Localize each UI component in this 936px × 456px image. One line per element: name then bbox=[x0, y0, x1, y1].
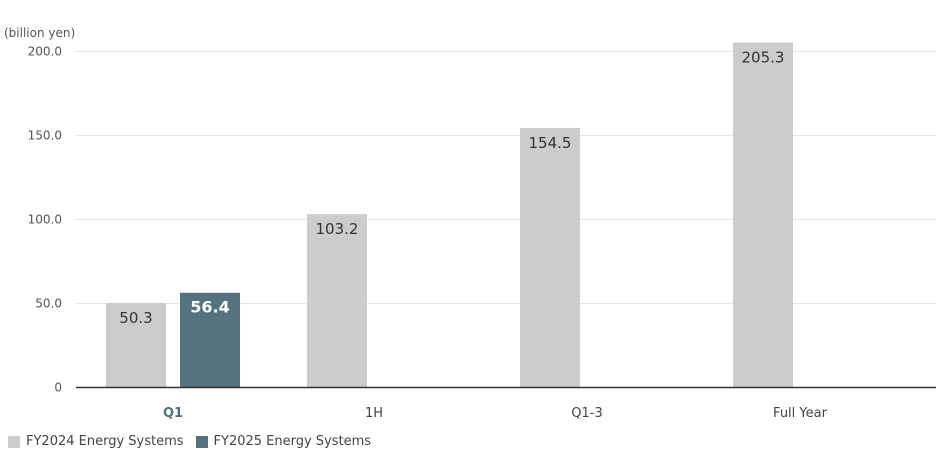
y-tick-label: 100.0 bbox=[28, 213, 62, 227]
legend-label-fy2024: FY2024 Energy Systems bbox=[26, 434, 184, 449]
legend-swatch-fy2024 bbox=[8, 435, 20, 448]
y-tick-label: 200.0 bbox=[28, 45, 62, 59]
data-label: 56.4 bbox=[190, 298, 229, 317]
bar-fy2024-3 bbox=[733, 42, 793, 388]
data-label: 103.2 bbox=[316, 220, 359, 238]
y-tick-label: 150.0 bbox=[28, 129, 62, 143]
legend-item-fy2025: FY2025 Energy Systems bbox=[195, 434, 372, 449]
y-axis-unit-label: (billion yen) bbox=[4, 26, 75, 40]
y-tick-label: 50.0 bbox=[35, 297, 62, 311]
bar-fy2025-0 bbox=[180, 292, 240, 388]
x-tick-label: Q1-3 bbox=[571, 406, 602, 421]
legend-item-fy2024: FY2024 Energy Systems bbox=[8, 434, 184, 449]
legend-label-fy2025: FY2025 Energy Systems bbox=[213, 434, 372, 449]
legend-swatch-fy2025 bbox=[195, 435, 208, 448]
bar-fy2024-0 bbox=[106, 302, 166, 388]
bar-fy2024-1 bbox=[307, 214, 367, 388]
legend: FY2024 Energy Systems FY2025 Energy Syst… bbox=[8, 434, 383, 449]
data-label: 50.3 bbox=[119, 309, 152, 327]
x-tick-label: Full Year bbox=[773, 406, 828, 421]
x-tick-label: 1H bbox=[365, 406, 383, 421]
x-tick-label: Q1 bbox=[163, 406, 183, 421]
y-tick-label: 0 bbox=[54, 381, 62, 395]
data-label: 154.5 bbox=[529, 134, 572, 152]
data-label: 205.3 bbox=[742, 49, 785, 67]
bar-fy2024-2 bbox=[520, 127, 580, 388]
